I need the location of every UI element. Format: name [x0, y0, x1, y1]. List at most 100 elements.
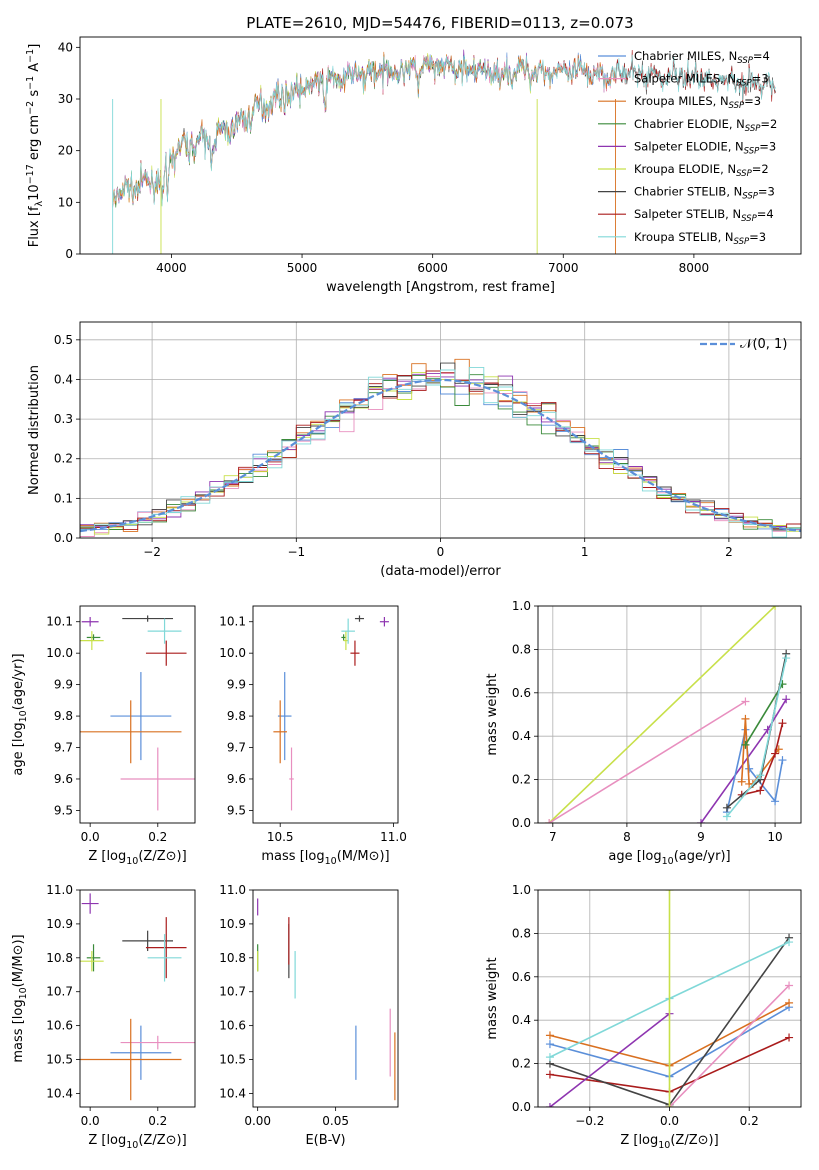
massweight_vs_age-marker-0-1	[771, 606, 780, 610]
age_vs_mass-ytick-label-5: 10.0	[219, 646, 246, 660]
massweight_vs_Z-marker-6-1	[785, 981, 794, 990]
age-vs-metallicity-panel: 0.0 0.29.59.69.79.89.910.010.1Z [log10(Z/…	[11, 605, 196, 867]
age_vs_Z-ytick-label-6: 10.1	[46, 615, 73, 629]
label-part-2: (M/M⊙)]	[11, 934, 26, 987]
label-part-7: −1	[25, 76, 36, 90]
age_vs_Z-frame	[79, 605, 196, 824]
hist-xtick-label-3: 1	[581, 545, 589, 559]
label-part-0: E(B-V)	[305, 1133, 345, 1148]
mass_vs_ebv-ytick-label-2: 10.6	[219, 1019, 246, 1033]
label-part-1: 10	[18, 987, 29, 999]
hist-ytick-label-1: 0.1	[54, 491, 73, 505]
massweight_vs_Z-xtick-label-2: 0.2	[740, 1114, 759, 1128]
legend-label-main: Chabrier MILES, N	[634, 49, 737, 63]
massweight_vs_age-marker-7-0	[722, 803, 731, 812]
massweight_vs_Z-xlabel: Z [log10(Z/Z⊙)]	[620, 1133, 718, 1151]
spectrum-legend-label-1: Salpeter MILES, NSSP=3	[634, 72, 769, 89]
mass-vs-metallicity-panel: 0.0 0.2 10.4 10.5 10.6 10.7 10.8 10.9 11.0 Z [log…	[11, 883, 196, 1151]
legend-label-suffix: =3	[759, 139, 776, 153]
label-part-2: (Z/Z⊙)]	[138, 849, 186, 864]
massweight_vs_age-ytick-label-3: 0.6	[512, 686, 531, 700]
spectrum-xtick-label-4: 8000	[679, 261, 710, 275]
age_vs_mass-ytick-label-0: 9.5	[227, 803, 246, 817]
massweight_vs_age-series-6	[744, 683, 784, 746]
massweight_vs_Z-series-5	[549, 1013, 670, 1107]
mass_vs_ebv-xtick-label-0: 0.00	[244, 1114, 271, 1128]
mass_vs_Z-ytick-label-0: 10.4	[46, 1086, 73, 1100]
massweight_vs_Z-series-6	[668, 984, 790, 1107]
hist-legend-label: 𝒩(0, 1)	[740, 337, 787, 352]
massweight_vs_Z-ytick-label-3: 0.6	[512, 970, 531, 984]
mass_vs_ebv-xlabel: E(B-V)	[305, 1133, 345, 1148]
massweight_vs_age-marker-8-1	[756, 771, 765, 780]
age_vs_mass-plot-area	[273, 615, 389, 811]
age_vs_Z-ytick-label-2: 9.7	[54, 741, 73, 755]
massweight_vs_Z-ylabel: mass weight	[485, 957, 500, 1039]
spectrum-xlabel: wavelength [Angstrom, rest frame]	[326, 280, 555, 295]
spectrum-ytick-label-3: 30	[58, 92, 73, 106]
label-part-1: 10	[18, 710, 29, 722]
massweight_vs_age-xtick-label-2: 9	[697, 830, 705, 844]
mass_vs_Z-ytick-label-6: 11.0	[46, 883, 73, 897]
mass_vs_ebv-xtick-label-1: 0.05	[322, 1114, 349, 1128]
massweight_vs_age-marker-8-0	[722, 812, 731, 821]
age_vs_mass-ytick-label-1: 9.6	[227, 772, 246, 786]
hist-ytick-label-2: 0.2	[54, 452, 73, 466]
massweight_vs_age-plot-area	[545, 606, 791, 823]
label-part-1: 10	[325, 856, 337, 867]
label-part-0: mass weight	[485, 673, 500, 755]
label-part-1: 10	[126, 1140, 138, 1151]
label-part-4: erg cm	[27, 115, 42, 164]
legend-label-sub: SSP	[736, 169, 752, 179]
massweight_vs_age-marker-5-2	[771, 749, 780, 758]
legend-label-sub: SSP	[742, 192, 758, 202]
legend-label-suffix: =4	[753, 49, 770, 63]
massweight_vs_age-ytick-label-0: 0.0	[512, 816, 531, 830]
mass_vs_Z-ytick-label-2: 10.6	[46, 1019, 73, 1033]
massweight_vs_age-marker-3-4	[778, 756, 787, 765]
label-part-0: (data-model)/error	[380, 564, 501, 579]
age_vs_Z-xtick-label-0: 0.0	[81, 830, 100, 844]
label-part-0: mass weight	[485, 957, 500, 1039]
hist-xtick-label-1: −1	[287, 545, 305, 559]
massweight_vs_age-ytick-label-1: 0.2	[512, 773, 531, 787]
mass_vs_ebv-ytick-label-5: 10.9	[219, 917, 246, 931]
residual-histogram-panel: −2 −1 0 1 2 0.0 0.1 0.2 0.3 0.4 0.5 (data-model)/er…	[27, 321, 802, 579]
label-part-0: Z [log	[620, 1133, 658, 1148]
massweight_vs_age-marker-4-1	[741, 714, 750, 723]
hist-frame	[79, 321, 802, 539]
age_vs_mass-ytick-label-3: 9.8	[227, 709, 246, 723]
label-part-2: (Z/Z⊙)]	[670, 1133, 718, 1148]
legend-label-sub: SSP	[729, 101, 745, 111]
massweight_vs_age-series-1	[548, 700, 746, 823]
spectrum-frame	[79, 36, 802, 255]
spectrum-legend-label-5: Kroupa ELODIE, NSSP=2	[634, 162, 769, 179]
spectrum-panel: 4000 5000 6000 7000 8000 0 10 20 30 40 wavelength …	[25, 36, 802, 295]
age_vs_Z-ytick-label-4: 9.9	[54, 678, 73, 692]
massweight_vs_Z-ytick-label-2: 0.4	[512, 1013, 531, 1027]
spectrum-ytick-label-0: 0	[65, 247, 73, 261]
massweight_vs_Z-plot-area	[545, 890, 794, 1107]
spectrum-ylabel: Flux [fλ10−17 erg cm−2 s−1 A−1]	[25, 44, 45, 248]
legend-label-main: Kroupa STELIB, N	[634, 230, 734, 244]
age_vs_Z-plot-area	[80, 615, 195, 811]
mass_vs_ebv-ytick-label-6: 11.0	[219, 883, 246, 897]
massweight_vs_age-ytick-label-5: 1.0	[512, 599, 531, 613]
label-part-2: (M/M⊙)]	[337, 849, 390, 864]
spectrum-legend-label-2: Kroupa MILES, NSSP=3	[634, 94, 761, 111]
massweight_vs_Z-marker-7-0	[665, 1103, 674, 1107]
age_vs_mass-ytick-label-2: 9.7	[227, 741, 246, 755]
label-part-8: A	[27, 63, 42, 76]
massweight_vs_Z-marker-1-0	[545, 1031, 554, 1040]
label-part-0: mass [log	[261, 849, 324, 864]
label-part-0: age [log	[608, 849, 661, 864]
age_vs_mass-xtick-label-1: 11.0	[380, 830, 407, 844]
legend-label-suffix: =3	[752, 72, 769, 86]
spectrum-legend-label-4: Salpeter ELODIE, NSSP=3	[634, 139, 776, 156]
label-part-1: λ	[34, 200, 45, 206]
mass_vs_ebv-ytick-label-3: 10.7	[219, 985, 246, 999]
legend-label-main: Kroupa ELODIE, N	[634, 162, 736, 176]
massweight_vs_Z-marker-4-2	[785, 938, 794, 947]
mass_vs_ebv-frame	[252, 889, 399, 1108]
